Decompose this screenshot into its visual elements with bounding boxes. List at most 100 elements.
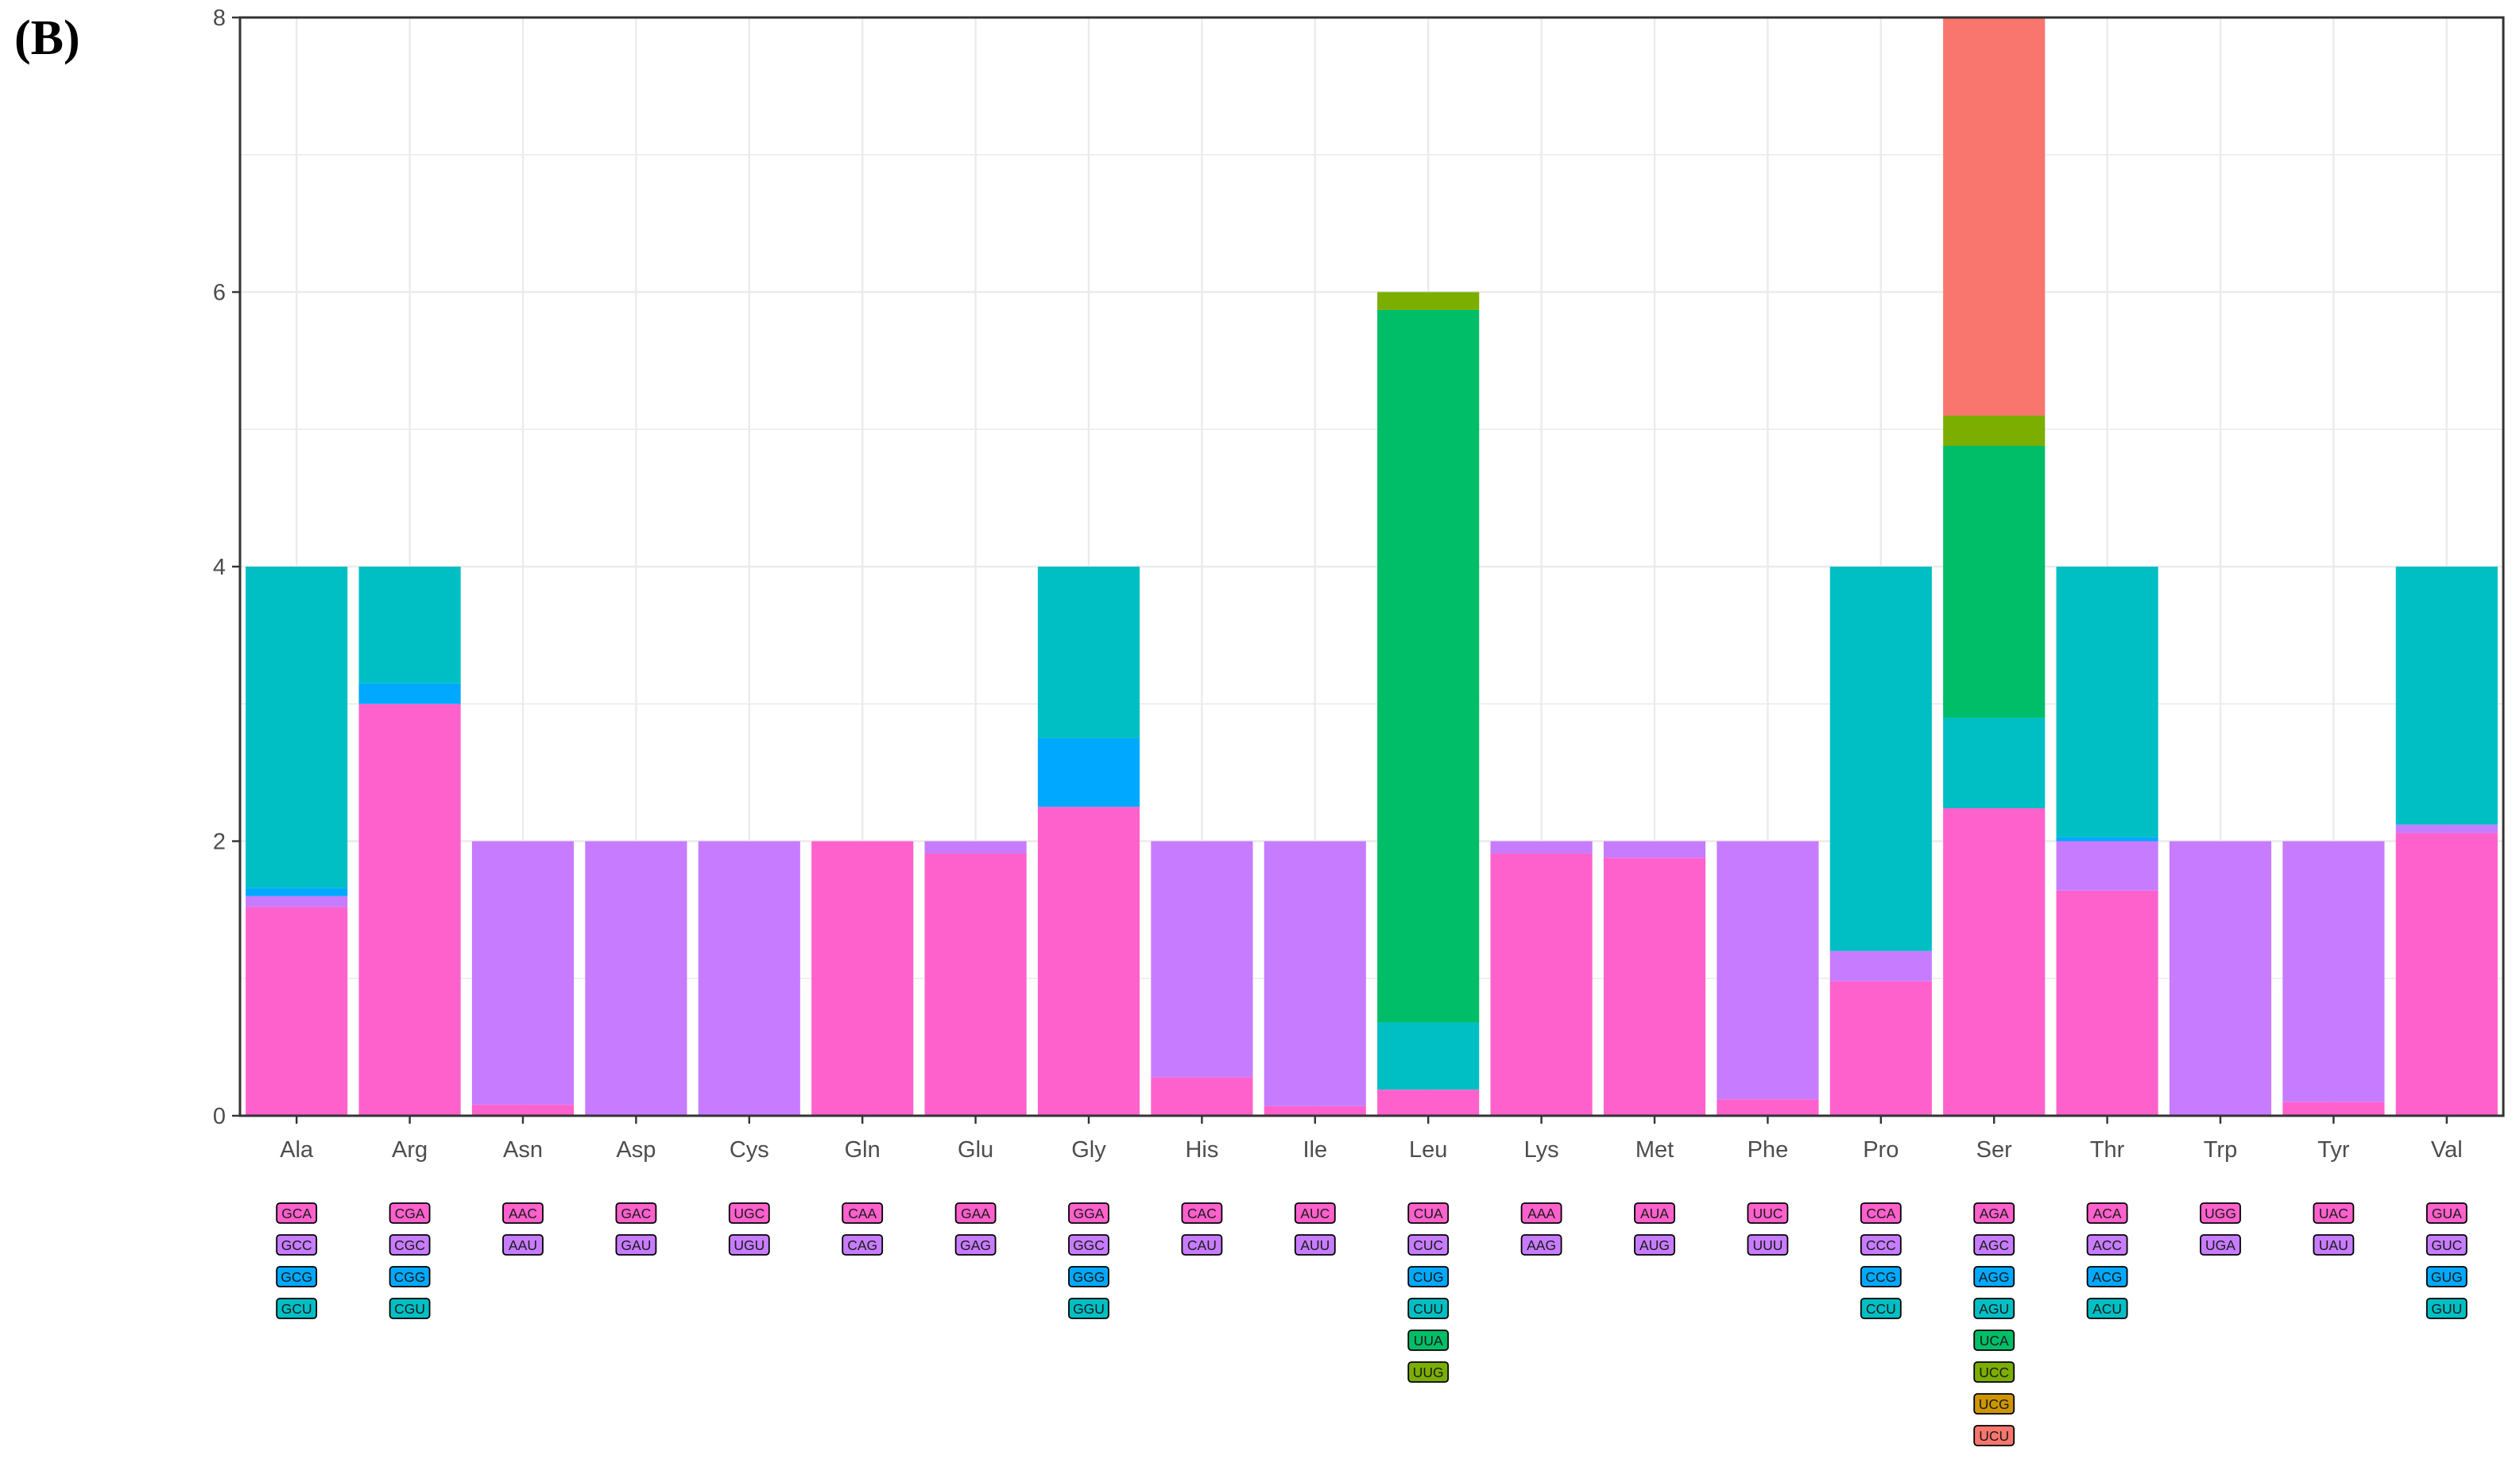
- codon-label-box: [1973, 1266, 2015, 1287]
- grid-lines: [240, 16, 2503, 1117]
- codon-label-box: [389, 1202, 431, 1224]
- codon-label-text: AUA: [1640, 1206, 1669, 1221]
- bar-segment-leu-uug: [1377, 292, 1480, 310]
- bar-segment-pro-cca: [1829, 981, 1932, 1116]
- codon-label-box: [1294, 1202, 1336, 1224]
- codon-label-box: [2086, 1266, 2128, 1287]
- codon-label-text: CCC: [1866, 1237, 1896, 1253]
- codon-label-text: GUC: [2431, 1237, 2462, 1253]
- codon-label-box: [1973, 1234, 2015, 1256]
- codon-label-box: [842, 1234, 884, 1256]
- codon-label-box: [276, 1298, 318, 1319]
- codon-label-text: AAC: [509, 1206, 537, 1221]
- bar-segment-gly-ggu: [1037, 567, 1140, 738]
- codon-label-box: [728, 1234, 770, 1256]
- codon-label-text: CGG: [394, 1269, 426, 1285]
- codon-label-box: [2086, 1202, 2128, 1224]
- bar-segment-arg-cgg: [358, 683, 461, 704]
- codon-label-text: CUG: [1413, 1269, 1444, 1285]
- codon-label-text: UGU: [734, 1237, 765, 1253]
- codon-label-box: [615, 1202, 657, 1224]
- codon-label-text: ACU: [2092, 1301, 2122, 1317]
- codon-label-text: AGA: [1980, 1206, 2009, 1221]
- codon-label-text: CAC: [1187, 1206, 1217, 1221]
- bar-segment-gly-ggg: [1037, 737, 1140, 807]
- codon-label-box: [1973, 1361, 2015, 1383]
- x-tick-label: Trp: [2204, 1137, 2237, 1163]
- bar-segment-gly-gga: [1037, 807, 1140, 1116]
- codon-label-box: [2425, 1298, 2468, 1319]
- bar-segment-asn-aau: [471, 841, 575, 1105]
- codon-label-text: UAC: [2319, 1206, 2348, 1221]
- codon-label-box: [2313, 1202, 2355, 1224]
- bar-segment-his-cac: [1151, 1077, 1253, 1116]
- x-tick-label: His: [1185, 1137, 1218, 1163]
- bar-segment-glu-gag: [924, 841, 1027, 854]
- codon-label-box: [1860, 1266, 1902, 1287]
- codon-label-text: UGG: [2205, 1206, 2236, 1221]
- codon-label-box: [2425, 1266, 2468, 1287]
- bar-segment-val-guu: [2395, 567, 2498, 825]
- bar-segment-tyr-uac: [2282, 1101, 2385, 1116]
- codon-label-box: [1181, 1234, 1223, 1256]
- codon-label-text: UUG: [1413, 1364, 1444, 1380]
- x-tick-label: Gln: [845, 1137, 881, 1163]
- x-tick-label: Ile: [1303, 1137, 1327, 1163]
- bar-segment-ala-gcu: [246, 567, 348, 888]
- codon-label-text: GGC: [1073, 1237, 1105, 1253]
- x-tick-label: Ser: [1976, 1137, 2012, 1163]
- codon-label-box: [1520, 1234, 1562, 1256]
- codon-label-box: [1634, 1202, 1675, 1224]
- codon-label-text: GAC: [621, 1206, 651, 1221]
- codon-label-box: [1973, 1393, 2015, 1415]
- codon-label-box: [1860, 1298, 1902, 1319]
- codon-label-box: [1860, 1202, 1902, 1224]
- bar-segment-arg-cga: [358, 703, 461, 1116]
- codon-label-box: [1407, 1234, 1450, 1256]
- bar-segment-gln-caa: [811, 841, 914, 1116]
- codon-label-box: [1407, 1361, 1450, 1383]
- bar-segment-ser-aga: [1943, 808, 2046, 1116]
- codon-label-text: CGU: [394, 1301, 425, 1317]
- bar-stacks: [246, 17, 2498, 1116]
- x-tick-label: Met: [1635, 1137, 1674, 1163]
- codon-label-text: GUA: [2432, 1206, 2462, 1221]
- codon-label-text: CCA: [1866, 1206, 1895, 1221]
- codon-label-box: [1407, 1202, 1450, 1224]
- bar-segment-ile-auu: [1264, 841, 1366, 1106]
- bar-segment-asp-gau: [585, 841, 687, 1116]
- codon-label-text: GUU: [2431, 1301, 2462, 1317]
- codon-label-box: [1973, 1202, 2015, 1224]
- bar-segment-arg-cgu: [358, 567, 461, 683]
- codon-label-text: GAU: [621, 1237, 651, 1253]
- codon-label-text: UAU: [2319, 1237, 2348, 1253]
- x-tick-label: Arg: [392, 1137, 428, 1163]
- x-tick-label: Cys: [730, 1137, 769, 1163]
- codon-label-text: GAA: [961, 1206, 990, 1221]
- bar-segment-leu-uua: [1377, 309, 1480, 1023]
- codon-label-box: [1520, 1202, 1562, 1224]
- codon-label-box: [2086, 1298, 2128, 1319]
- codon-label-box: [954, 1202, 997, 1224]
- codon-label-text: AUU: [1300, 1237, 1330, 1253]
- codon-label-box: [389, 1266, 431, 1287]
- codon-label-box: [1068, 1234, 1109, 1256]
- codon-label-box: [1407, 1298, 1450, 1319]
- bar-segment-ala-gca: [246, 907, 348, 1116]
- codon-label-text: GUG: [2431, 1269, 2463, 1285]
- bar-segment-thr-acg: [2056, 837, 2158, 842]
- bar-segment-thr-acu: [2056, 567, 2158, 838]
- x-axis: Ala Arg Asn Asp Cys Gln Glu Gly His Ile Leu Lys Met P…: [280, 1116, 2463, 1163]
- codon-label-text: AUC: [1300, 1206, 1330, 1221]
- codon-label-text: GCA: [281, 1206, 312, 1221]
- codon-label-text: AGC: [1979, 1237, 2009, 1253]
- codon-label-text: AGG: [1979, 1269, 2010, 1285]
- codon-label-box: [1407, 1330, 1450, 1351]
- x-tick-label: Gly: [1071, 1137, 1106, 1163]
- y-tick-label: 6: [213, 281, 226, 306]
- codon-label-text: GCG: [281, 1269, 312, 1285]
- bar-segment-lys-aaa: [1490, 853, 1593, 1116]
- codon-label-text: ACC: [2092, 1237, 2122, 1253]
- x-tick-label: Val: [2431, 1137, 2463, 1163]
- codon-label-box: [1973, 1425, 2015, 1446]
